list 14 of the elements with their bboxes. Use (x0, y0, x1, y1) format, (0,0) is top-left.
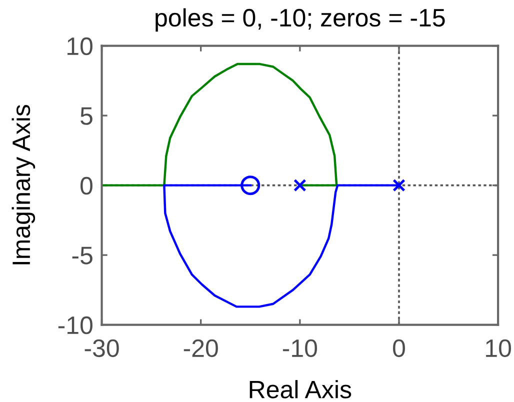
line-series (102, 62, 338, 186)
x-tick-label: 0 (393, 339, 405, 358)
y-axis-title: Imaginary Axis (12, 104, 36, 264)
y-tick-label: 10 (68, 37, 92, 56)
x-tick-label: -20 (184, 339, 218, 358)
y-tick-label: -5 (72, 246, 92, 264)
chart-title: poles = 0, -10; zeros = -15 (156, 8, 445, 32)
x-tick-label: -30 (84, 339, 119, 358)
y-tick-label: 0 (80, 176, 92, 195)
y-tick-label: 5 (80, 107, 92, 125)
x-axis-title: Real Axis (250, 380, 352, 398)
x-tick-label: -10 (282, 339, 318, 358)
y-tick-label: -10 (58, 316, 92, 334)
x-tick-label: 10 (486, 339, 511, 358)
